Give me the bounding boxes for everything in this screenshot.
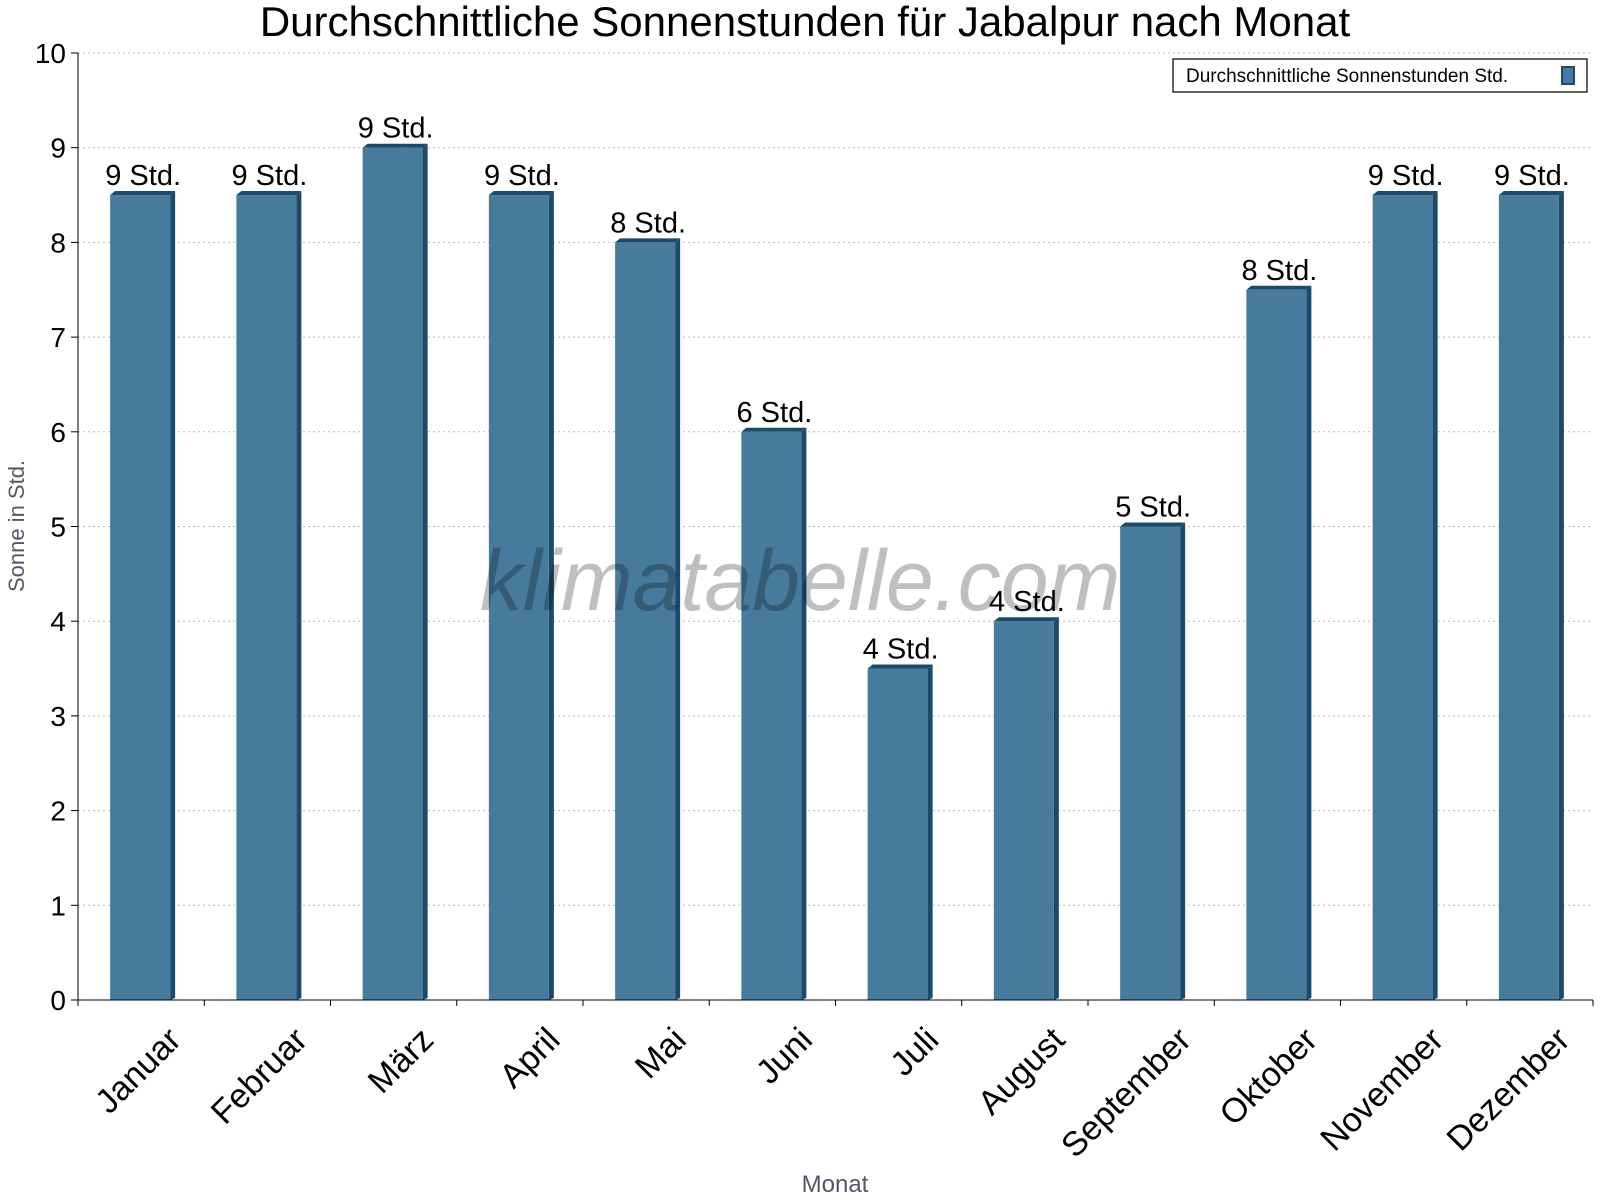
- data-label: 9 Std.: [1494, 160, 1570, 192]
- bar-group: 9 Std.: [1494, 160, 1570, 1001]
- bar: [1120, 526, 1181, 1000]
- x-tick-label: Juli: [883, 1021, 946, 1084]
- bars: 9 Std. 9 Std. 9 Std. 9 Std. 8 Std. 6 Std. 4 St…: [105, 113, 1570, 1001]
- bar-top: [741, 427, 807, 432]
- legend-swatch: [1561, 66, 1575, 85]
- x-tick-label: Januar: [88, 1021, 188, 1121]
- bar-group: 6 Std.: [736, 397, 812, 1000]
- y-tick-label: 8: [50, 227, 66, 258]
- x-tick-label: Juni: [749, 1021, 820, 1092]
- x-tick-label: Mai: [628, 1021, 694, 1087]
- bar-side: [1053, 617, 1059, 1000]
- bar: [236, 195, 297, 1001]
- data-label: 9 Std.: [1368, 160, 1444, 192]
- data-label: 4 Std.: [989, 586, 1065, 618]
- y-tick-label: 3: [50, 701, 66, 732]
- watermark: klimatabelle.com: [480, 533, 1120, 629]
- bar: [615, 242, 676, 1000]
- x-tick-label: März: [361, 1021, 441, 1101]
- bar-side: [801, 427, 807, 1000]
- data-label: 8 Std.: [1241, 255, 1317, 287]
- data-label: 6 Std.: [736, 397, 812, 429]
- bar-side: [296, 191, 302, 1001]
- legend-label: Durchschnittliche Sonnenstunden Std.: [1186, 66, 1508, 87]
- data-label: 9 Std.: [231, 160, 307, 192]
- chart-title: Durchschnittliche Sonnenstunden für Jaba…: [260, 0, 1351, 45]
- y-axis-label: Sonne in Std.: [4, 460, 29, 592]
- bar-group: 9 Std.: [105, 160, 181, 1001]
- bar: [867, 668, 928, 1000]
- data-label: 9 Std.: [105, 160, 181, 192]
- bar-group: 4 Std.: [989, 586, 1065, 1000]
- bar: [488, 195, 549, 1001]
- x-tick-label: Oktober: [1212, 1021, 1324, 1133]
- data-label: 5 Std.: [1115, 492, 1191, 524]
- bar-top: [488, 191, 554, 196]
- bar: [1246, 289, 1307, 1000]
- x-tick-label: Februar: [204, 1021, 315, 1132]
- bar-side: [548, 191, 554, 1001]
- bar-top: [236, 191, 302, 196]
- y-tick-label: 7: [50, 322, 66, 353]
- legend: Durchschnittliche Sonnenstunden Std.: [1172, 58, 1588, 93]
- bar-top: [1120, 522, 1186, 527]
- x-tick-label: April: [492, 1021, 567, 1096]
- bar: [110, 195, 171, 1001]
- bar-top: [110, 191, 176, 196]
- bar: [1498, 195, 1559, 1001]
- y-tick-label: 5: [50, 512, 66, 543]
- y-tick-label: 10: [35, 38, 66, 69]
- y-tick-label: 4: [50, 606, 66, 637]
- bar-top: [867, 664, 933, 669]
- data-label: 8 Std.: [610, 207, 686, 239]
- y-tick-label: 6: [50, 417, 66, 448]
- legend-box: [1172, 58, 1588, 93]
- bar-top: [993, 617, 1059, 622]
- bar-top: [362, 143, 428, 148]
- data-label: 4 Std.: [863, 634, 939, 666]
- bar-side: [1180, 522, 1186, 1000]
- bar-top: [1372, 191, 1438, 196]
- bar-side: [927, 664, 933, 1000]
- data-label: 9 Std.: [358, 113, 434, 145]
- bar-group: 8 Std.: [1241, 255, 1317, 1000]
- bar-group: 9 Std.: [231, 160, 307, 1001]
- bar: [362, 147, 423, 1000]
- bar-top: [1498, 191, 1564, 196]
- bar-group: 5 Std.: [1115, 492, 1191, 1000]
- x-tick-label: November: [1313, 1021, 1451, 1159]
- bar-group: 9 Std.: [484, 160, 560, 1001]
- bar: [741, 431, 802, 1000]
- x-tick-label: August: [971, 1020, 1073, 1122]
- bar-group: 4 Std.: [863, 634, 939, 1000]
- y-tick-label: 0: [50, 985, 66, 1016]
- bar-top: [1246, 285, 1312, 290]
- x-axis-label: Monat: [802, 1171, 869, 1198]
- bar: [1372, 195, 1433, 1001]
- bar-side: [1432, 191, 1438, 1001]
- y-tick-label: 9: [50, 133, 66, 164]
- bar-group: 9 Std.: [1368, 160, 1444, 1001]
- bar-side: [1558, 191, 1564, 1001]
- bar: [993, 621, 1054, 1000]
- bar-side: [1306, 285, 1312, 1000]
- bar-side: [170, 191, 176, 1001]
- x-tick-label: Dezember: [1440, 1021, 1578, 1159]
- y-tick-label: 2: [50, 796, 66, 827]
- x-tick-label: September: [1054, 1021, 1198, 1165]
- bar-group: 8 Std.: [610, 207, 686, 1000]
- y-tick-label: 1: [50, 890, 66, 921]
- bar-side: [422, 143, 428, 1000]
- bar-group: 9 Std.: [358, 113, 434, 1000]
- data-label: 9 Std.: [484, 160, 560, 192]
- bar-side: [675, 238, 681, 1000]
- bar-top: [615, 238, 681, 243]
